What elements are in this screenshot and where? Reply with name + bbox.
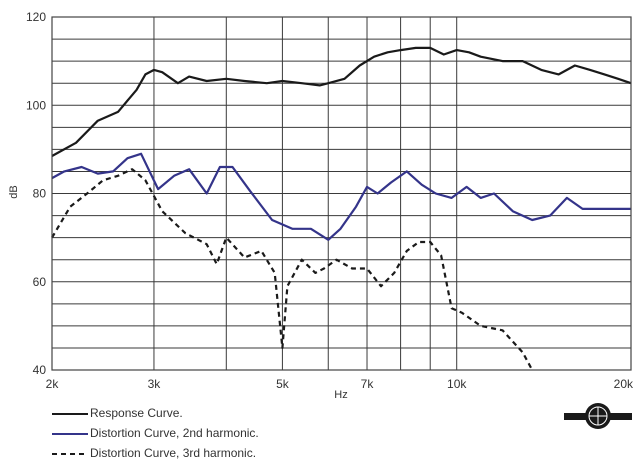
x-tick-label: 10k (447, 377, 467, 391)
y-tick-label: 100 (26, 98, 46, 112)
plot-frame (51, 16, 632, 371)
y-axis-label: dB (8, 185, 20, 198)
x-tick-label: 2k (46, 377, 60, 391)
x-tick-label: 5k (276, 377, 290, 391)
legend-swatch-3rd-harmonic (52, 453, 88, 455)
y-tick-label: 120 (26, 10, 46, 24)
x-axis-label: Hz (334, 389, 347, 400)
x-tick-label: 7k (361, 377, 375, 391)
y-tick-label: 40 (33, 363, 47, 377)
y-tick-label: 80 (33, 187, 47, 201)
legend-label-2nd-harmonic: Distortion Curve, 2nd harmonic. (90, 426, 259, 440)
legend-label-3rd-harmonic: Distortion Curve, 3rd harmonic. (90, 446, 257, 460)
y-tick-label: 60 (33, 275, 47, 289)
x-tick-labels: 2k 3k 5k 7k 10k 20k (46, 377, 634, 391)
frequency-response-chart: 2k 3k 5k 7k 10k 20k 40 60 80 100 120 Hz dB (8, 10, 634, 400)
legend-label-response: Response Curve. (90, 406, 183, 420)
series-line-3 (51, 168, 534, 371)
x-tick-label: 3k (148, 377, 162, 391)
legend-swatch-2nd-harmonic (52, 433, 88, 435)
series-line-1 (51, 46, 632, 157)
brand-logo (564, 403, 632, 429)
series-line-2 (51, 152, 631, 241)
x-tick-label: 20k (614, 377, 634, 391)
legend-swatch-response (52, 413, 88, 415)
series-layer (51, 46, 632, 371)
y-tick-labels: 40 60 80 100 120 (26, 10, 46, 377)
